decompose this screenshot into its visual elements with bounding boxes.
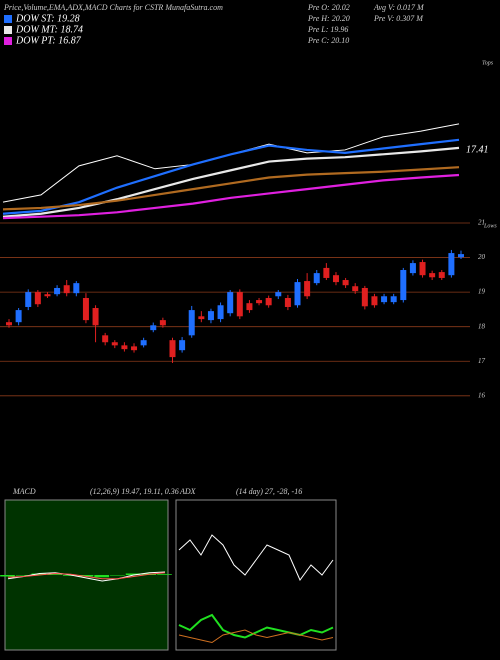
- info: Avg V: 0.017 M: [373, 3, 425, 12]
- candle-body: [54, 287, 61, 295]
- legend-swatch: [4, 26, 12, 34]
- candle-body: [179, 340, 186, 351]
- candle-body: [236, 292, 243, 317]
- candle-body: [381, 296, 388, 303]
- candle-body: [438, 272, 445, 278]
- candle-body: [217, 305, 224, 320]
- candle-body: [246, 303, 253, 311]
- panel-subtitle: (12,26,9) 19.47, 19.11, 0.36: [90, 487, 179, 496]
- candle-body: [448, 253, 455, 276]
- candle-body: [371, 296, 378, 306]
- candle-body: [63, 285, 70, 294]
- y-tick-label: 16: [478, 391, 486, 399]
- series-line: [7, 572, 166, 580]
- info: Pre O: 20.02: [307, 3, 350, 12]
- histogram-bar: [31, 573, 47, 575]
- histogram-bar: [94, 575, 110, 578]
- candle-body: [198, 316, 205, 320]
- annotation: 17.41: [466, 144, 489, 155]
- series-line: [2, 138, 460, 215]
- candle-body: [25, 292, 32, 307]
- candle-body: [111, 342, 118, 346]
- candle-body: [352, 286, 359, 292]
- histogram-bar: [110, 575, 125, 576]
- histogram-bar: [0, 575, 15, 577]
- candle-body: [294, 282, 301, 306]
- info: Pre H: 20.20: [307, 14, 350, 23]
- candle-body: [400, 270, 407, 301]
- candle-body: [313, 273, 320, 284]
- histogram-bar: [125, 573, 141, 575]
- annotation: Lows: [483, 223, 497, 229]
- panel-title: ADX: [179, 487, 197, 496]
- page-title: Price,Volume,EMA,ADX,MACD Charts for CST…: [3, 3, 223, 12]
- legend-entry: DOW ST: 19.28: [15, 13, 80, 24]
- candle-body: [256, 300, 263, 304]
- candle-body: [102, 335, 109, 343]
- candle-body: [419, 262, 426, 276]
- y-tick-label: 17: [478, 357, 486, 365]
- series-line: [178, 534, 334, 581]
- candle-body: [275, 292, 282, 297]
- candle-body: [361, 287, 368, 307]
- panel-subtitle: (14 day) 27, -28, -16: [236, 487, 302, 496]
- series-line: [2, 123, 460, 203]
- candle-body: [304, 281, 311, 297]
- candle-body: [44, 294, 51, 297]
- info: Pre C: 20.10: [307, 36, 349, 45]
- candle-body: [284, 297, 291, 307]
- series-line: [178, 613, 334, 639]
- y-tick-label: 18: [478, 322, 486, 330]
- series-line: [7, 571, 166, 582]
- legend-entry: DOW PT: 16.87: [15, 35, 82, 46]
- candle-body: [458, 254, 464, 258]
- info: Pre L: 19.96: [307, 25, 348, 34]
- candle-body: [92, 308, 99, 326]
- info: Pre V: 0.307 M: [373, 14, 424, 23]
- candle-body: [323, 267, 330, 278]
- legend-swatch: [4, 15, 12, 23]
- candle-body: [188, 310, 195, 336]
- series-line: [178, 629, 334, 644]
- candle-body: [121, 345, 128, 350]
- candle-body: [342, 280, 349, 286]
- candle-body: [265, 297, 272, 306]
- y-tick-label: 19: [478, 288, 486, 296]
- candle-body: [15, 310, 22, 323]
- series-line: [2, 166, 460, 211]
- candle-body: [34, 292, 41, 305]
- candle-body: [332, 275, 339, 283]
- histogram-bar: [47, 574, 62, 575]
- candle-body: [169, 340, 176, 358]
- panel-title: MACD: [12, 487, 36, 496]
- candle-body: [409, 263, 416, 274]
- legend-entry: DOW MT: 18.74: [15, 24, 83, 35]
- candle-body: [429, 273, 436, 278]
- candle-body: [390, 296, 397, 303]
- histogram-bar: [15, 575, 31, 576]
- annotation: Tops: [482, 60, 494, 66]
- candle-body: [6, 322, 12, 326]
- candle-body: [73, 283, 80, 294]
- legend-swatch: [4, 37, 12, 45]
- series-line: [2, 146, 460, 218]
- histogram-bar: [157, 574, 172, 575]
- candle-body: [131, 346, 138, 351]
- candle-body: [207, 311, 214, 321]
- series-line: [2, 173, 460, 220]
- y-tick-label: 21: [478, 219, 485, 227]
- candle-body: [82, 297, 89, 321]
- candle-body: [159, 320, 166, 326]
- histogram-bar: [78, 575, 94, 577]
- candle-body: [150, 325, 157, 331]
- candle-body: [227, 292, 234, 314]
- panel: [175, 499, 337, 651]
- candle-body: [140, 340, 147, 346]
- y-tick-label: 20: [478, 253, 486, 261]
